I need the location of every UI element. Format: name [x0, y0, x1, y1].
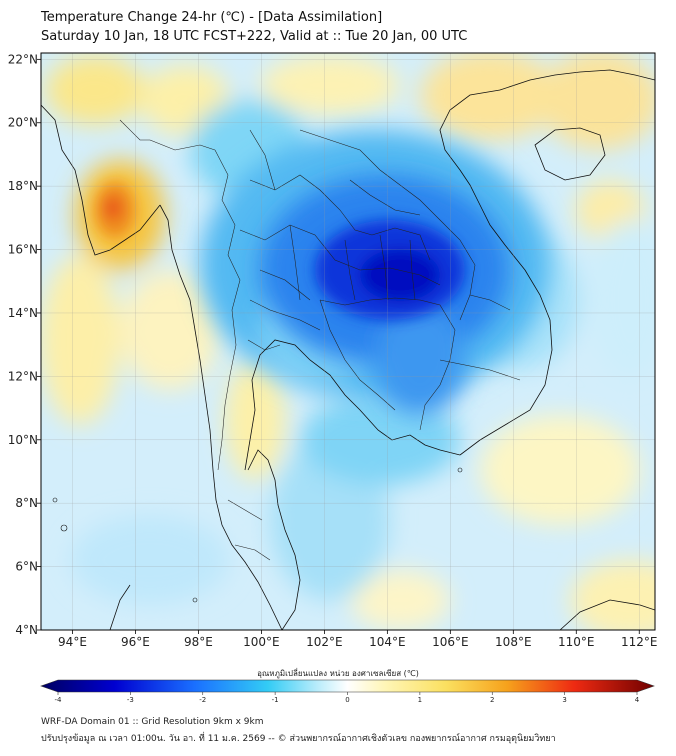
colorbar-tick-label: 0	[345, 696, 349, 704]
lon-tick-label: 94°E	[58, 635, 87, 649]
lat-tick-label: 22°N	[8, 52, 38, 66]
colorbar-bar	[40, 679, 655, 693]
lat-tick-label: 12°N	[8, 369, 38, 383]
lat-tick-label: 18°N	[8, 179, 38, 193]
colorbar-ticks: -4 -3 -2 -1 0 1 2 3 4	[55, 692, 640, 704]
coastlines	[41, 69, 655, 630]
temperature-field	[41, 53, 655, 630]
colorbar: -4 -3 -2 -1 0 1 2 3 4	[40, 679, 655, 704]
footer-credit: ปรับปรุงข้อมูล ณ เวลา 01:00น. วัน อา. ที…	[41, 734, 556, 744]
lat-tick-label: 14°N	[8, 306, 38, 320]
footer-model-info: WRF-DA Domain 01 :: Grid Resolution 9km …	[41, 717, 264, 727]
colorbar-tick-label: -3	[127, 696, 134, 704]
lon-tick-label: 96°E	[121, 635, 150, 649]
map-subtitle: Saturday 10 Jan, 18 UTC FCST+222, Valid …	[41, 29, 468, 44]
lon-tick-label: 112°E	[621, 635, 658, 649]
plot-frame	[40, 52, 656, 631]
latitude-axis: 4°N 6°N 8°N 10°N 12°N 14°N 16°N 18°N 20°N 22°N	[8, 52, 41, 637]
lon-tick-label: 102°E	[306, 635, 343, 649]
islands	[52, 467, 463, 603]
colorbar-tick-label: -2	[199, 696, 206, 704]
lat-tick-label: 4°N	[15, 623, 38, 637]
map-title: Temperature Change 24-hr (℃) - [Data Ass…	[41, 10, 383, 25]
colorbar-tick-label: 3	[562, 696, 566, 704]
lat-tick-label: 8°N	[15, 496, 38, 510]
lon-tick-label: 104°E	[369, 635, 406, 649]
colorbar-tick-label: 4	[635, 696, 640, 704]
lon-tick-label: 110°E	[558, 635, 595, 649]
lat-tick-label: 6°N	[15, 560, 38, 574]
colorbar-tick-label: 1	[418, 696, 422, 704]
colorbar-tick-label: 2	[490, 696, 494, 704]
colorbar-tick-label: -1	[272, 696, 279, 704]
lon-tick-label: 98°E	[184, 635, 213, 649]
lon-tick-label: 100°E	[243, 635, 280, 649]
lat-tick-label: 20°N	[8, 116, 38, 130]
lat-tick-label: 10°N	[8, 433, 38, 447]
lon-tick-label: 108°E	[495, 635, 532, 649]
lat-tick-label: 16°N	[8, 243, 38, 257]
country-borders	[119, 119, 521, 561]
longitude-axis: 94°E 96°E 98°E 100°E 102°E 104°E 106°E 108°E 110…	[58, 630, 658, 649]
colorbar-label: อุณหภูมิเปลี่ยนแปลง หน่วย องศาเซลเซียส (…	[257, 669, 419, 678]
lon-tick-label: 106°E	[432, 635, 469, 649]
colorbar-tick-label: -4	[55, 696, 63, 704]
